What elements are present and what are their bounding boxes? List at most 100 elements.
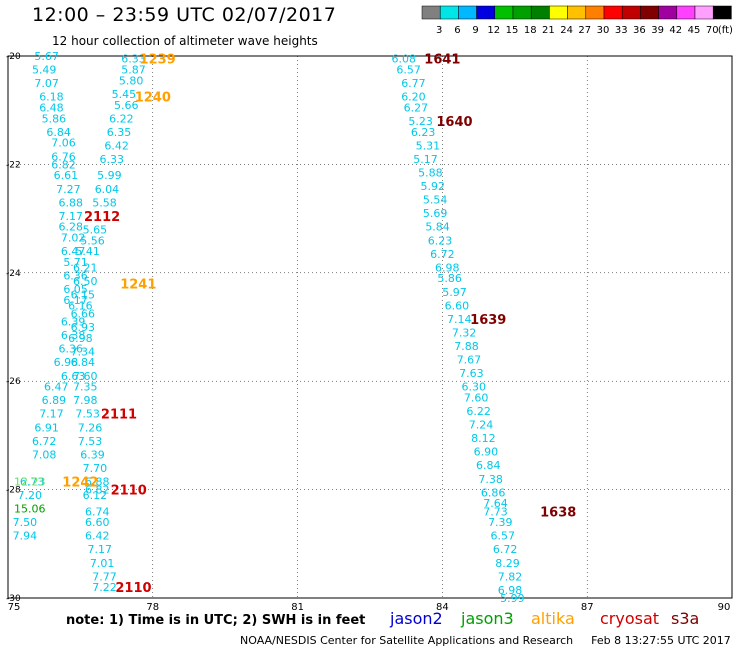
data-point-label: 6.82: [85, 484, 110, 497]
data-point-label: 7.77: [92, 570, 117, 583]
pass-number-label: 2110: [115, 581, 151, 596]
scale-label: 9: [472, 25, 478, 36]
y-tick-label: -20: [6, 52, 21, 62]
data-point-label: 6.91: [34, 421, 59, 434]
scale-label: 27: [578, 25, 591, 36]
data-point-label: 6.61: [54, 169, 79, 182]
data-point-label: 6.47: [44, 381, 69, 394]
data-point-label: 6.15: [71, 288, 96, 301]
data-point-label: 6.04: [95, 183, 120, 196]
data-point-label: 6.88: [85, 475, 110, 488]
data-point-label: 5.88: [418, 167, 443, 180]
scale-label: 39: [651, 25, 664, 36]
data-point-label: 7.34: [71, 345, 96, 358]
pass-number-label: 1242: [62, 475, 98, 490]
data-point-label: 6.60: [85, 516, 110, 529]
data-point-label: 7.20: [17, 489, 42, 502]
data-point-label: 6.42: [85, 530, 110, 543]
data-point-label: 5.86: [42, 112, 67, 125]
scale-label: (ft): [718, 25, 733, 36]
scale-label: 70: [706, 25, 719, 36]
data-point-label: 6.73: [20, 475, 45, 488]
data-point-label: 5.17: [413, 153, 438, 166]
data-point-label: 6.50: [73, 275, 98, 288]
data-point-label: 6.63: [61, 370, 86, 383]
data-point-label: 5.66: [114, 99, 139, 112]
x-tick-label: 81: [291, 602, 304, 613]
scale-label: 30: [597, 25, 610, 36]
data-point-label: 5.67: [34, 50, 59, 63]
data-point-label: 6.28: [58, 221, 83, 234]
data-point-label: 5.58: [92, 196, 117, 209]
data-point-label: 5.54: [423, 194, 448, 207]
data-point-label: 7.60: [73, 370, 98, 383]
data-point-label: 5.86: [437, 272, 462, 285]
data-point-label: 15.06: [14, 503, 46, 516]
scale-label: 3: [436, 25, 442, 36]
data-point-label: 6.39: [61, 316, 86, 329]
data-point-label: 5.97: [442, 286, 467, 299]
data-point-label: 6.22: [466, 405, 491, 418]
data-point-label: 6.84: [476, 459, 501, 472]
pass-number-label: 1240: [135, 91, 171, 106]
plot-frame: [7, 55, 733, 599]
legend-jason3: jason3: [461, 609, 514, 628]
scale-label: 12: [487, 25, 500, 36]
data-point-label: 5.45: [112, 88, 137, 101]
data-point-label: 6.05: [63, 283, 88, 296]
data-point-label: 7.17: [87, 543, 112, 556]
data-point-label: 7.17: [39, 408, 64, 421]
legend-s3a: s3a: [671, 609, 700, 628]
data-point-label: 6.60: [445, 299, 470, 312]
data-point-label: 6.84: [71, 356, 96, 369]
data-point-label: 6.98: [498, 584, 523, 597]
data-point-label: 7.26: [78, 421, 103, 434]
data-point-label: 6.20: [401, 91, 426, 104]
data-point-label: 6.84: [46, 126, 71, 139]
data-point-label: 7.60: [464, 391, 489, 404]
scale-swatch: [712, 5, 732, 20]
data-point-label: 7.50: [13, 516, 38, 529]
data-point-label: 7.53: [75, 408, 100, 421]
pass-number-label: 2110: [111, 484, 147, 499]
pass-number-label: 1641: [424, 53, 460, 68]
data-point-label: 6.76: [51, 150, 76, 163]
data-point-label: 7.70: [83, 462, 108, 475]
data-point-label: 7.53: [78, 435, 103, 448]
data-point-label: 6.72: [32, 435, 57, 448]
scale-label: 15: [506, 25, 519, 36]
data-point-label: 6.21: [73, 261, 98, 274]
data-point-label: 6.89: [42, 394, 67, 407]
data-point-label: 6.57: [490, 530, 515, 543]
pass-number-label: 1638: [540, 505, 576, 520]
pass-number-label: 1239: [140, 53, 176, 68]
data-point-label: 7.27: [56, 183, 81, 196]
legend-cryosat: cryosat: [600, 609, 660, 628]
data-point-label: 6.90: [474, 446, 499, 459]
data-point-label: 6.12: [83, 489, 108, 502]
y-tick-label: -24: [6, 269, 21, 279]
data-point-label: 5.71: [63, 256, 88, 269]
data-point-label: 5.99: [97, 169, 122, 182]
data-point-label: 7.38: [478, 473, 503, 486]
scale-label: 18: [524, 25, 537, 36]
data-point-label: 8.29: [495, 557, 520, 570]
data-point-label: 6.18: [39, 91, 64, 104]
data-point-label: 7.94: [13, 530, 38, 543]
data-point-label: 7.39: [488, 516, 513, 529]
pass-number-label: 1640: [436, 115, 472, 130]
data-point-label: 6.38: [61, 329, 86, 342]
data-point-label: 7.73: [483, 505, 508, 518]
data-point-label: 5.80: [119, 74, 144, 87]
data-point-label: 5.92: [420, 180, 445, 193]
x-tick-label: 87: [581, 602, 594, 613]
data-point-label: 6.23: [428, 234, 453, 247]
data-point-label: 6.88: [58, 196, 83, 209]
data-point-label: 6.74: [85, 505, 110, 518]
legend-altika: altika: [531, 609, 575, 628]
data-point-label: 5.56: [80, 234, 105, 247]
data-point-label: 5.31: [416, 139, 441, 152]
data-point-label: 5.23: [408, 115, 433, 128]
data-point-label: 7.07: [34, 77, 59, 90]
pass-number-label: 2112: [84, 210, 120, 225]
